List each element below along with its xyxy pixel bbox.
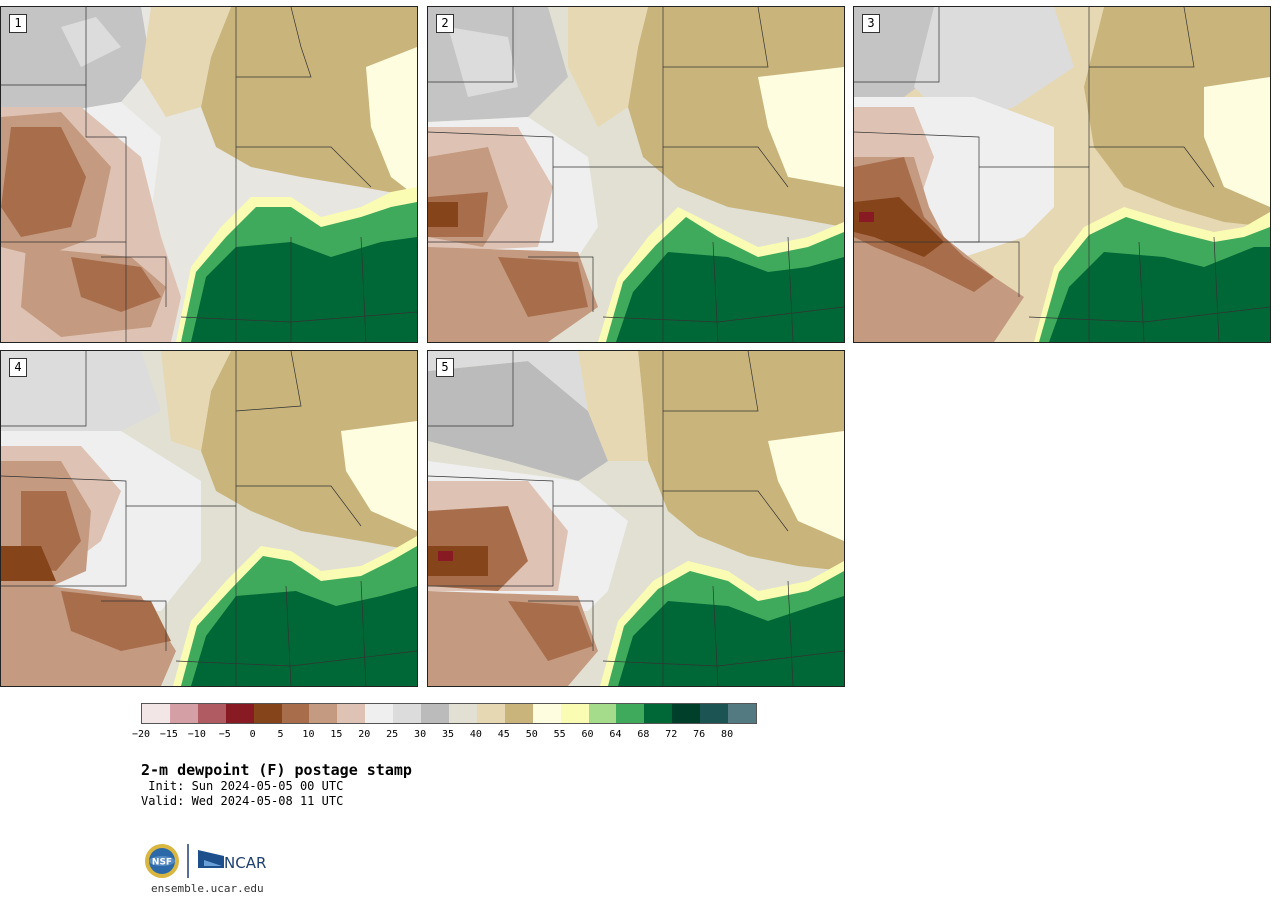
stamp-panel-2[interactable]: 2: [427, 6, 845, 343]
colorbar-cell: [337, 704, 366, 723]
colorbar-cell: [421, 704, 449, 723]
colorbar-tick-label: 64: [609, 729, 622, 740]
colorbar-cell: [728, 704, 756, 723]
stamp-panel-1[interactable]: 1: [0, 6, 418, 343]
colorbar-tick-label: 40: [469, 729, 482, 740]
colorbar-tick-label: 20: [358, 729, 371, 740]
colorbar-tick-label: 5: [277, 729, 284, 740]
nsf-logo-icon: NSF: [145, 844, 179, 878]
colorbar-cell: [700, 704, 729, 723]
colorbar-cell: [197, 704, 226, 723]
colorbar-tick-label: 35: [441, 729, 455, 740]
colorbar-cell: [532, 704, 561, 723]
stamp-panel-3[interactable]: 3: [853, 6, 1271, 343]
colorbar-tick-label: 55: [553, 729, 566, 740]
colorbar-cell: [393, 704, 422, 723]
colorbar-cell: [476, 704, 505, 723]
colorbar-tick-label: −10: [187, 729, 206, 740]
colorbar-tick-label: −5: [218, 729, 231, 740]
init-time: Init: Sun 2024-05-05 00 UTC: [141, 779, 344, 793]
site-url: ensemble.ucar.edu: [151, 882, 264, 895]
colorbar-tick-label: 68: [637, 729, 650, 740]
ncar-logo-icon: NCAR: [198, 850, 266, 872]
dewpoint-map-4: [1, 351, 417, 686]
colorbar-tick-label: 60: [581, 729, 594, 740]
colorbar-cell: [644, 704, 673, 723]
panel-number-1: 1: [9, 14, 27, 33]
colorbar-tick-label: 0: [249, 729, 256, 740]
panel-number-3: 3: [862, 14, 880, 33]
colorbar-tick-label: −15: [159, 729, 178, 740]
stamp-panel-4[interactable]: 4: [0, 350, 418, 687]
colorbar-cell: [142, 704, 170, 723]
colorbar-tick-label: 72: [665, 729, 678, 740]
ncar-text: NCAR: [224, 854, 266, 872]
dewpoint-map-2: [428, 7, 844, 342]
dewpoint-map-5: [428, 351, 844, 686]
colorbar-cell: [560, 704, 589, 723]
colorbar-tick-label: −20: [131, 729, 151, 740]
colorbar-tick-label: 76: [693, 729, 706, 740]
colorbar-cell: [253, 704, 282, 723]
colorbar-tick-label: 10: [302, 729, 315, 740]
dewpoint-map-1: [1, 7, 417, 342]
colorbar-cell: [448, 704, 477, 723]
colorbar-tick-label: 25: [386, 729, 399, 740]
page-title: 2-m dewpoint (F) postage stamp: [141, 761, 412, 779]
colorbar-tick-label: 30: [414, 729, 427, 740]
panel-number-4: 4: [9, 358, 27, 377]
colorbar-cell: [309, 704, 338, 723]
colorbar-cell: [281, 704, 310, 723]
colorbar-cell: [616, 704, 645, 723]
dewpoint-map-3: [854, 7, 1270, 342]
colorbar-tick-label: 15: [330, 729, 343, 740]
colorbar-cell: [169, 704, 198, 723]
colorbar-tick-label: 45: [497, 729, 510, 740]
colorbar-cell: [225, 704, 254, 723]
colorbar-cell: [504, 704, 533, 723]
panel-number-5: 5: [436, 358, 454, 377]
nsf-ncar-logo: NSF NCAR: [145, 844, 266, 878]
valid-time: Valid: Wed 2024-05-08 11 UTC: [141, 794, 344, 808]
stamp-panel-5[interactable]: 5: [427, 350, 845, 687]
colorbar-cell: [365, 704, 394, 723]
nsf-text: NSF: [152, 858, 172, 868]
colorbar-cell: [672, 704, 701, 723]
colorbar-cell: [588, 704, 617, 723]
colorbar: [141, 703, 757, 724]
colorbar-tick-label: 50: [525, 729, 538, 740]
colorbar-ticks: −20 −15 −10 −5 0 5 10 15 20 25 30 35 40 45 50 55 60 64 68 7…: [132, 729, 755, 743]
panel-number-2: 2: [436, 14, 454, 33]
colorbar-tick-label: 80: [721, 729, 734, 740]
